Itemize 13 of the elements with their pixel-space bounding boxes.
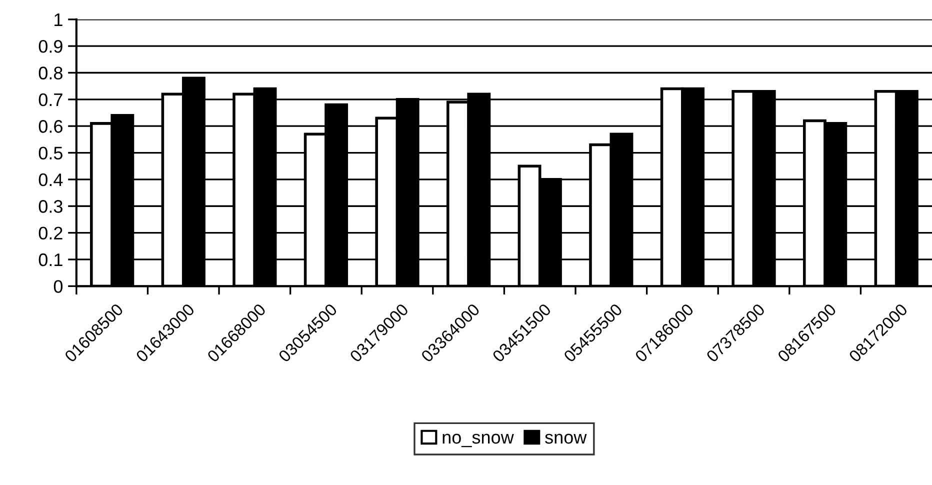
- legend-label: no_snow: [442, 434, 514, 448]
- y-tick-label: 0.8: [38, 66, 62, 80]
- y-tick-label: 0.2: [38, 226, 62, 240]
- y-tick-label: 0.3: [38, 200, 62, 213]
- y-tick-label: 0.4: [38, 173, 63, 186]
- y-tick-label: 0.6: [38, 120, 62, 133]
- y-tick-label: 1: [54, 14, 62, 26]
- y-tick-label: 0: [54, 280, 63, 293]
- y-tick-label: 0.5: [38, 146, 62, 160]
- y-tick-label: 0.9: [38, 40, 62, 53]
- y-tick-label: 0.7: [38, 93, 62, 106]
- legend-label: snow: [545, 434, 587, 444]
- y-tick-label: 0.1: [38, 253, 62, 266]
